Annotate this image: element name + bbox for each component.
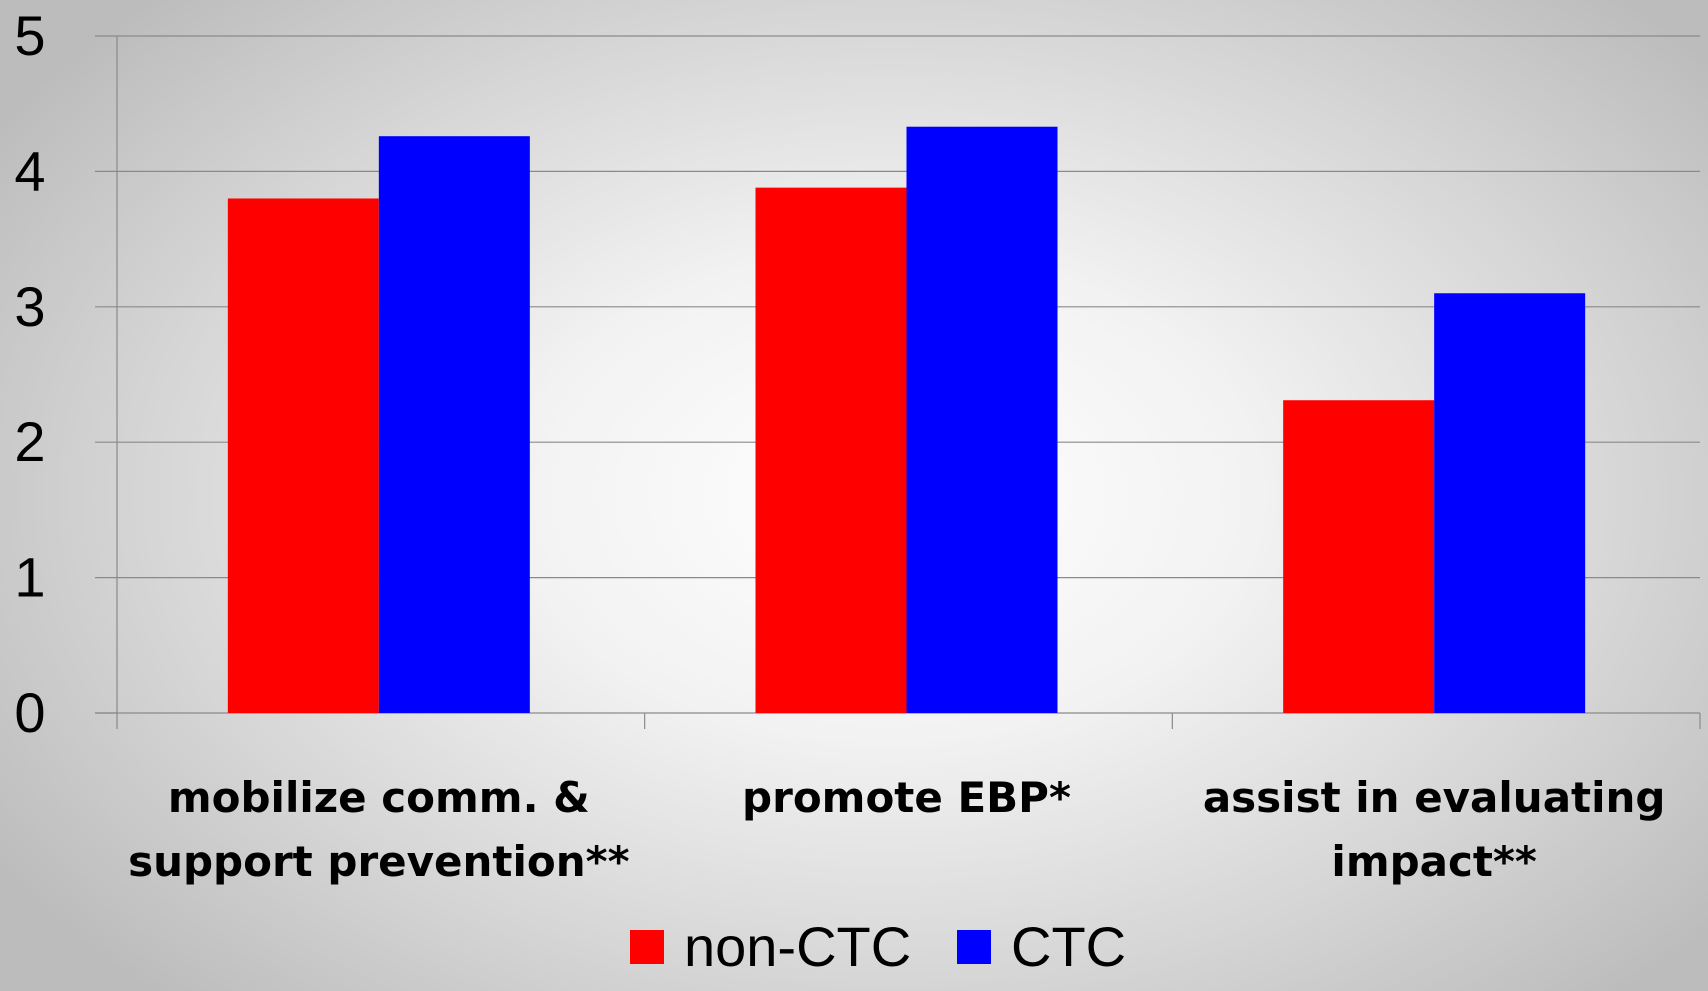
bar-non-CTC xyxy=(227,198,379,714)
category-label: assist in evaluating xyxy=(1203,773,1666,822)
category-labels: mobilize comm. & support prevention** prom… xyxy=(128,773,1665,886)
bar-CTC xyxy=(906,126,1058,713)
legend-swatch-non-CTC xyxy=(630,930,664,964)
y-tick-label: 3 xyxy=(14,275,45,338)
bar-CTC xyxy=(1434,293,1586,713)
y-tick-label: 0 xyxy=(14,681,45,744)
y-tick-labels: 0 1 2 3 4 5 xyxy=(14,4,45,744)
category-label: support prevention** xyxy=(128,837,630,886)
y-tick-label: 1 xyxy=(14,546,45,609)
legend-swatch-CTC xyxy=(957,930,991,964)
legend-label: CTC xyxy=(1011,915,1126,978)
y-tick-label: 2 xyxy=(14,410,45,473)
category-label: mobilize comm. & xyxy=(168,773,590,822)
bars xyxy=(227,126,1586,714)
legend-label: non-CTC xyxy=(684,915,911,978)
y-tick-label: 5 xyxy=(14,4,45,67)
bar-CTC xyxy=(378,136,530,714)
y-tick-label: 4 xyxy=(14,139,45,202)
legend: non-CTC CTC xyxy=(630,915,1126,978)
bar-non-CTC xyxy=(1283,400,1435,713)
bar-non-CTC xyxy=(755,187,907,713)
category-label: impact** xyxy=(1331,837,1537,886)
category-label: promote EBP* xyxy=(742,773,1071,822)
